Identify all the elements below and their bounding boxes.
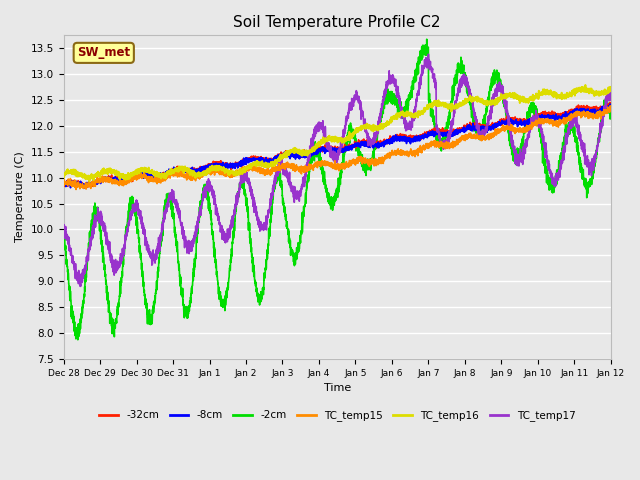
X-axis label: Time: Time [324, 383, 351, 393]
Title: Soil Temperature Profile C2: Soil Temperature Profile C2 [234, 15, 441, 30]
Legend: -32cm, -8cm, -2cm, TC_temp15, TC_temp16, TC_temp17: -32cm, -8cm, -2cm, TC_temp15, TC_temp16,… [95, 406, 579, 425]
Y-axis label: Temperature (C): Temperature (C) [15, 152, 25, 242]
Text: SW_met: SW_met [77, 47, 131, 60]
